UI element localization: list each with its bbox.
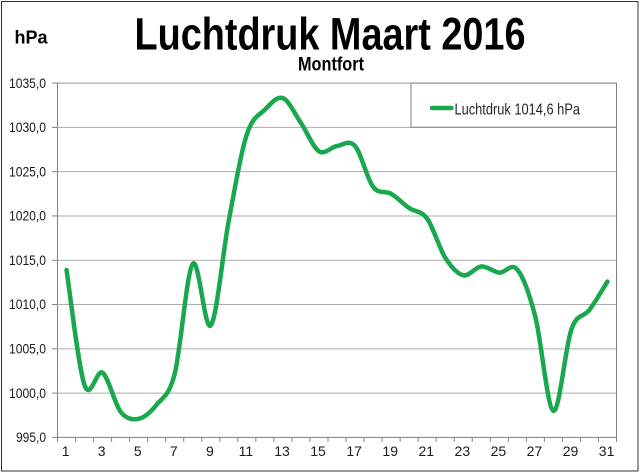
- svg-text:1000,0: 1000,0: [9, 385, 46, 401]
- svg-text:Luchtdruk 1014,6 hPa: Luchtdruk 1014,6 hPa: [455, 101, 581, 118]
- svg-text:1010,0: 1010,0: [9, 296, 46, 312]
- svg-text:17: 17: [346, 443, 362, 459]
- svg-text:1015,0: 1015,0: [9, 252, 46, 268]
- svg-text:31: 31: [599, 443, 615, 459]
- svg-text:23: 23: [455, 443, 471, 459]
- svg-text:3: 3: [98, 443, 106, 459]
- svg-text:29: 29: [563, 443, 579, 459]
- svg-text:13: 13: [274, 443, 290, 459]
- svg-text:1020,0: 1020,0: [9, 208, 46, 224]
- svg-text:19: 19: [382, 443, 398, 459]
- svg-text:27: 27: [527, 443, 543, 459]
- svg-text:1035,0: 1035,0: [9, 75, 46, 91]
- svg-text:1005,0: 1005,0: [9, 341, 46, 357]
- svg-text:7: 7: [170, 443, 178, 459]
- svg-text:15: 15: [310, 443, 326, 459]
- svg-text:21: 21: [418, 443, 434, 459]
- svg-text:995,0: 995,0: [16, 429, 46, 445]
- svg-text:9: 9: [206, 443, 214, 459]
- svg-text:5: 5: [134, 443, 142, 459]
- svg-text:11: 11: [239, 443, 254, 459]
- svg-text:1025,0: 1025,0: [9, 163, 46, 179]
- svg-text:Montfort: Montfort: [298, 55, 365, 76]
- svg-text:1: 1: [62, 443, 70, 459]
- svg-text:hPa: hPa: [15, 28, 49, 48]
- svg-text:Luchtdruk Maart 2016: Luchtdruk Maart 2016: [135, 9, 526, 60]
- svg-text:1030,0: 1030,0: [9, 119, 46, 135]
- svg-text:25: 25: [491, 443, 507, 459]
